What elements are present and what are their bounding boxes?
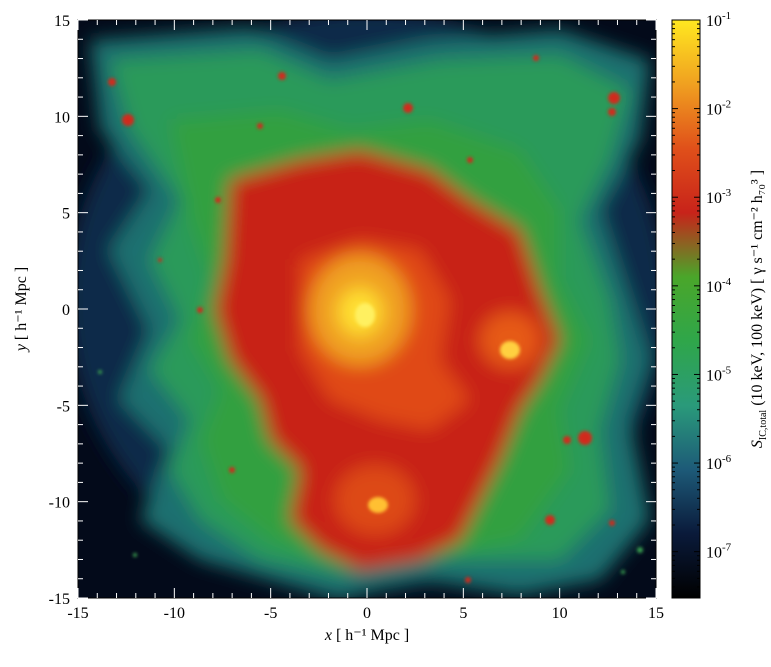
colorbar-tick-label: 10-4 bbox=[706, 276, 732, 296]
y-tick-label: 5 bbox=[62, 206, 70, 223]
colorbar-ticks bbox=[672, 19, 700, 599]
x-axis-tick-labels: -15 -10 -5 0 5 10 15 bbox=[67, 605, 664, 622]
y-tick-label: 10 bbox=[54, 109, 70, 126]
colorbar-tick-label: 10-2 bbox=[706, 99, 731, 119]
colorbar-tick-label: 10-3 bbox=[706, 187, 732, 207]
x-tick-label: 10 bbox=[552, 605, 568, 622]
y-tick-label: -15 bbox=[49, 591, 70, 608]
colorbar-tick-label: 10-7 bbox=[706, 542, 732, 562]
x-tick-label: -15 bbox=[67, 605, 88, 622]
colorbar: 10-7 10-6 10-5 10-4 10-3 10-2 10-1 SIC,total (… bbox=[671, 10, 769, 599]
y-tick-label: -10 bbox=[49, 495, 70, 512]
x-axis-title: x [ h⁻¹ Mpc ] bbox=[324, 627, 409, 644]
x-tick-label: 5 bbox=[459, 605, 467, 622]
y-tick-label: 15 bbox=[54, 13, 70, 30]
colorbar-tick-labels: 10-7 10-6 10-5 10-4 10-3 10-2 10-1 bbox=[706, 10, 732, 562]
colorbar-tick-label: 10-6 bbox=[706, 453, 732, 473]
y-tick-label: -5 bbox=[57, 398, 70, 415]
colorbar-tick-label: 10-1 bbox=[706, 10, 731, 30]
colorbar-tick-label: 10-5 bbox=[706, 364, 732, 384]
colorbar-gradient bbox=[671, 19, 701, 599]
y-axis-ticks bbox=[78, 19, 656, 599]
colorbar-title: SIC,total (10 keV, 100 keV) [ γ s⁻¹ cm⁻²… bbox=[749, 170, 769, 448]
y-axis-title: y [ h⁻¹ Mpc ] bbox=[13, 267, 30, 353]
y-axis-tick-labels: -15 -10 -5 0 5 10 15 bbox=[49, 13, 70, 608]
x-axis-ticks bbox=[77, 20, 657, 598]
heatmap-image bbox=[78, 20, 656, 598]
x-tick-label: 15 bbox=[648, 605, 664, 622]
x-tick-label: -10 bbox=[164, 605, 185, 622]
x-tick-label: -5 bbox=[264, 605, 277, 622]
y-tick-label: 0 bbox=[62, 302, 70, 319]
x-tick-label: 0 bbox=[363, 605, 371, 622]
